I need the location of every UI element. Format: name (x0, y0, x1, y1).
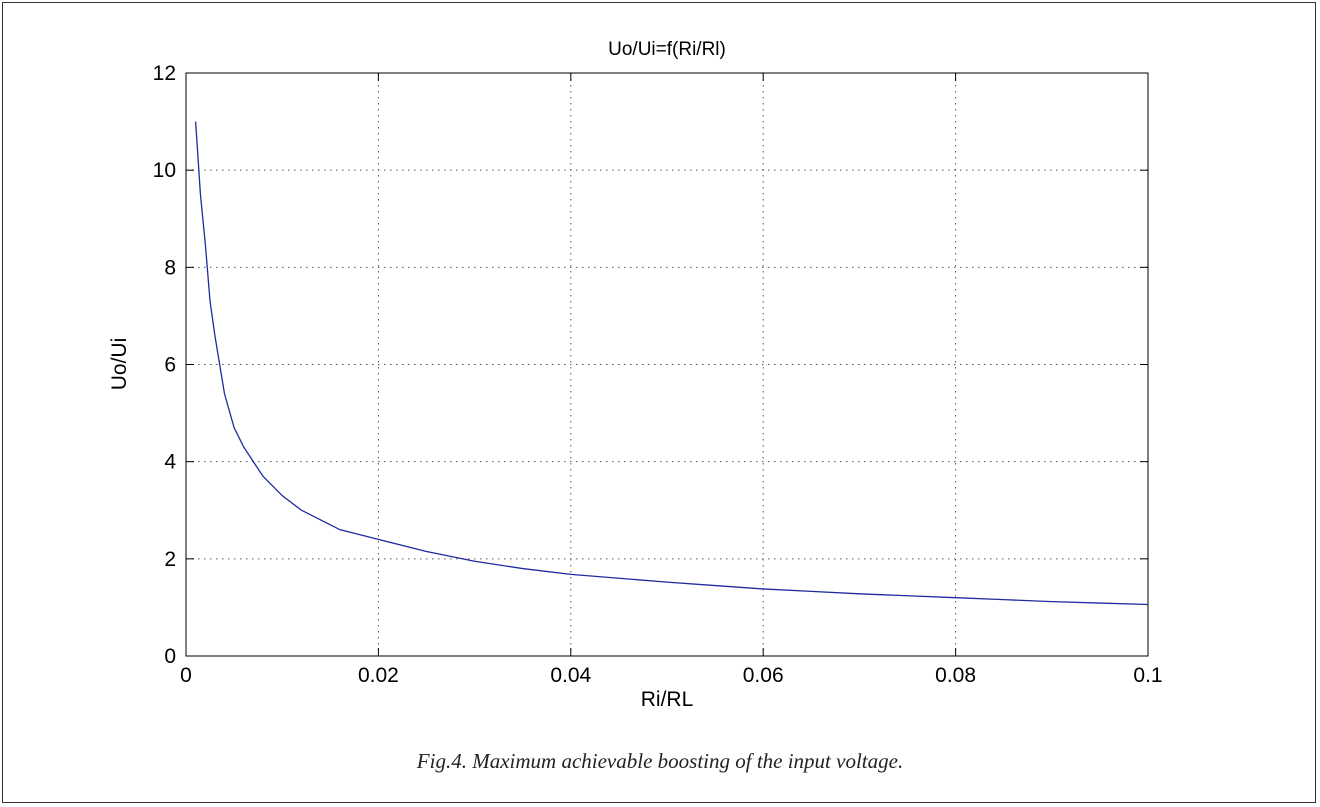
chart-title: Uo/Ui=f(Ri/Rl) (608, 39, 726, 60)
figure-caption: Fig.4. Maximum achievable boosting of th… (416, 749, 904, 773)
y-tick-label: 6 (164, 354, 176, 377)
x-tick-label: 0 (180, 664, 192, 687)
y-axis-label: Uo/Ui (108, 338, 131, 391)
x-tick-label: 0.1 (1133, 664, 1162, 687)
axis-ticks (185, 72, 1149, 657)
series-line (194, 121, 1149, 606)
y-tick-label: 2 (164, 548, 176, 571)
y-tick-label: 10 (153, 159, 176, 182)
x-tick-label: 0.06 (743, 664, 784, 687)
x-axis-label: Ri/RL (641, 688, 694, 711)
y-tick-label: 4 (164, 451, 176, 474)
x-tick-label: 0.02 (358, 664, 399, 687)
y-tick-label: 12 (153, 62, 176, 85)
grid (186, 73, 1148, 656)
x-tick-label: 0.08 (935, 664, 976, 687)
y-tick-label: 8 (164, 256, 176, 279)
x-tick-label: 0.04 (550, 664, 591, 687)
y-tick-label: 0 (164, 645, 176, 668)
tick-labels: 0 0.02 0.04 0.06 0.08 0.1 0 2 4 6 8 10 12 (153, 62, 1163, 687)
